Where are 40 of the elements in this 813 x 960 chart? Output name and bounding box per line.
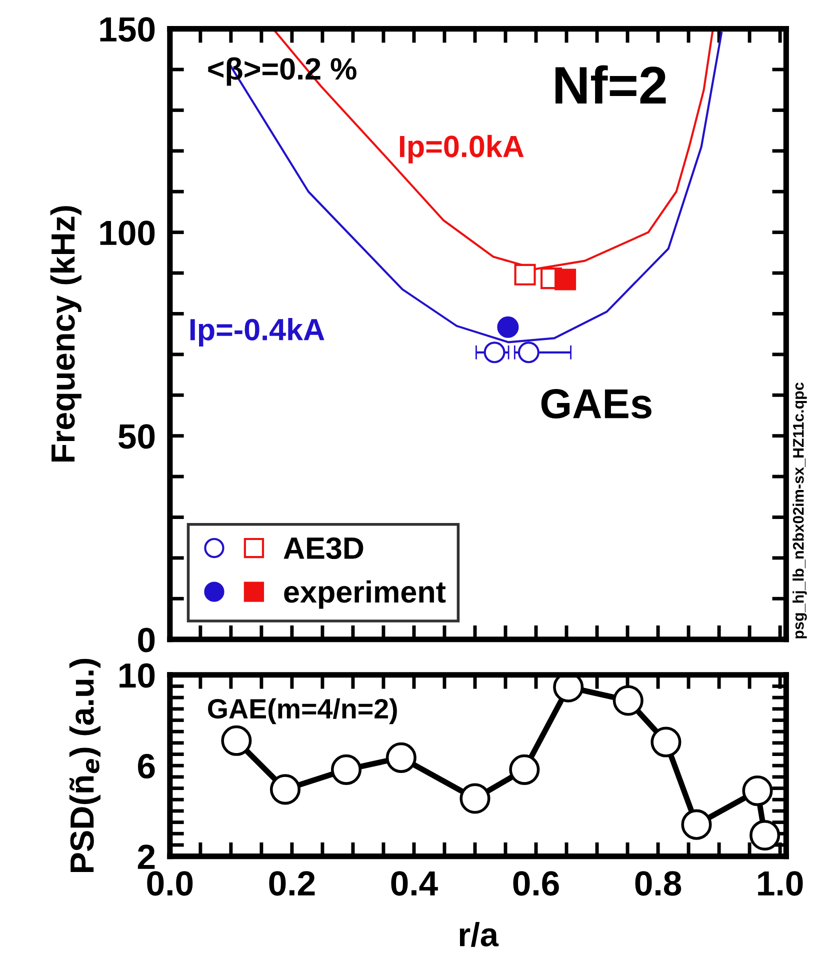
point: [497, 316, 519, 338]
text: Ip=-0.4kA: [190, 318, 324, 347]
annotation: Nf=2: [556, 65, 666, 104]
y-tick-label: 50: [118, 424, 155, 449]
point: [518, 342, 540, 364]
x-tick-label: 1.0: [758, 871, 803, 896]
point: [514, 264, 536, 286]
x-tick-label: 0.2: [269, 871, 315, 896]
y-tick-label: 6: [138, 754, 155, 779]
point: [509, 754, 540, 785]
x-tick-label: 0.0: [147, 871, 193, 896]
point: [742, 775, 773, 806]
y-axis-title: Frequency (kHz): [50, 206, 82, 462]
annotation: GAEs: [541, 389, 652, 419]
x-tick-label: 0.8: [635, 871, 682, 896]
y-tick-label: 100: [100, 220, 155, 246]
point: [484, 342, 506, 364]
x-tick-label: 0.6: [513, 871, 559, 896]
point: [386, 742, 416, 773]
point: [270, 774, 301, 805]
legend-label: experiment: [284, 580, 446, 609]
point: [681, 809, 712, 840]
series-label: Ip=0.0kA: [400, 134, 524, 164]
point: [460, 783, 490, 814]
legend-label: AE3D: [284, 537, 364, 560]
point: [330, 754, 362, 785]
point: [221, 725, 252, 756]
y-tick-label: 2: [138, 844, 155, 869]
annotation: GAE(m=4/n=2): [208, 698, 397, 724]
y-axis-title: PSD(ñ$_{e}$) (a.u.): [69, 658, 100, 872]
point: [650, 726, 682, 758]
y-tick-label: 10: [120, 663, 155, 688]
y-tick-label: 0: [138, 628, 155, 652]
text: psg_hj_lb_n2bx02im-sx_HZ11c.qpc: [792, 382, 807, 638]
x-tick-label: 0.4: [391, 871, 438, 896]
point: [612, 685, 644, 716]
point: [554, 268, 576, 290]
y-tick-label: 150: [100, 17, 155, 42]
x-axis-title: r/a: [460, 922, 499, 947]
point: [750, 820, 780, 851]
